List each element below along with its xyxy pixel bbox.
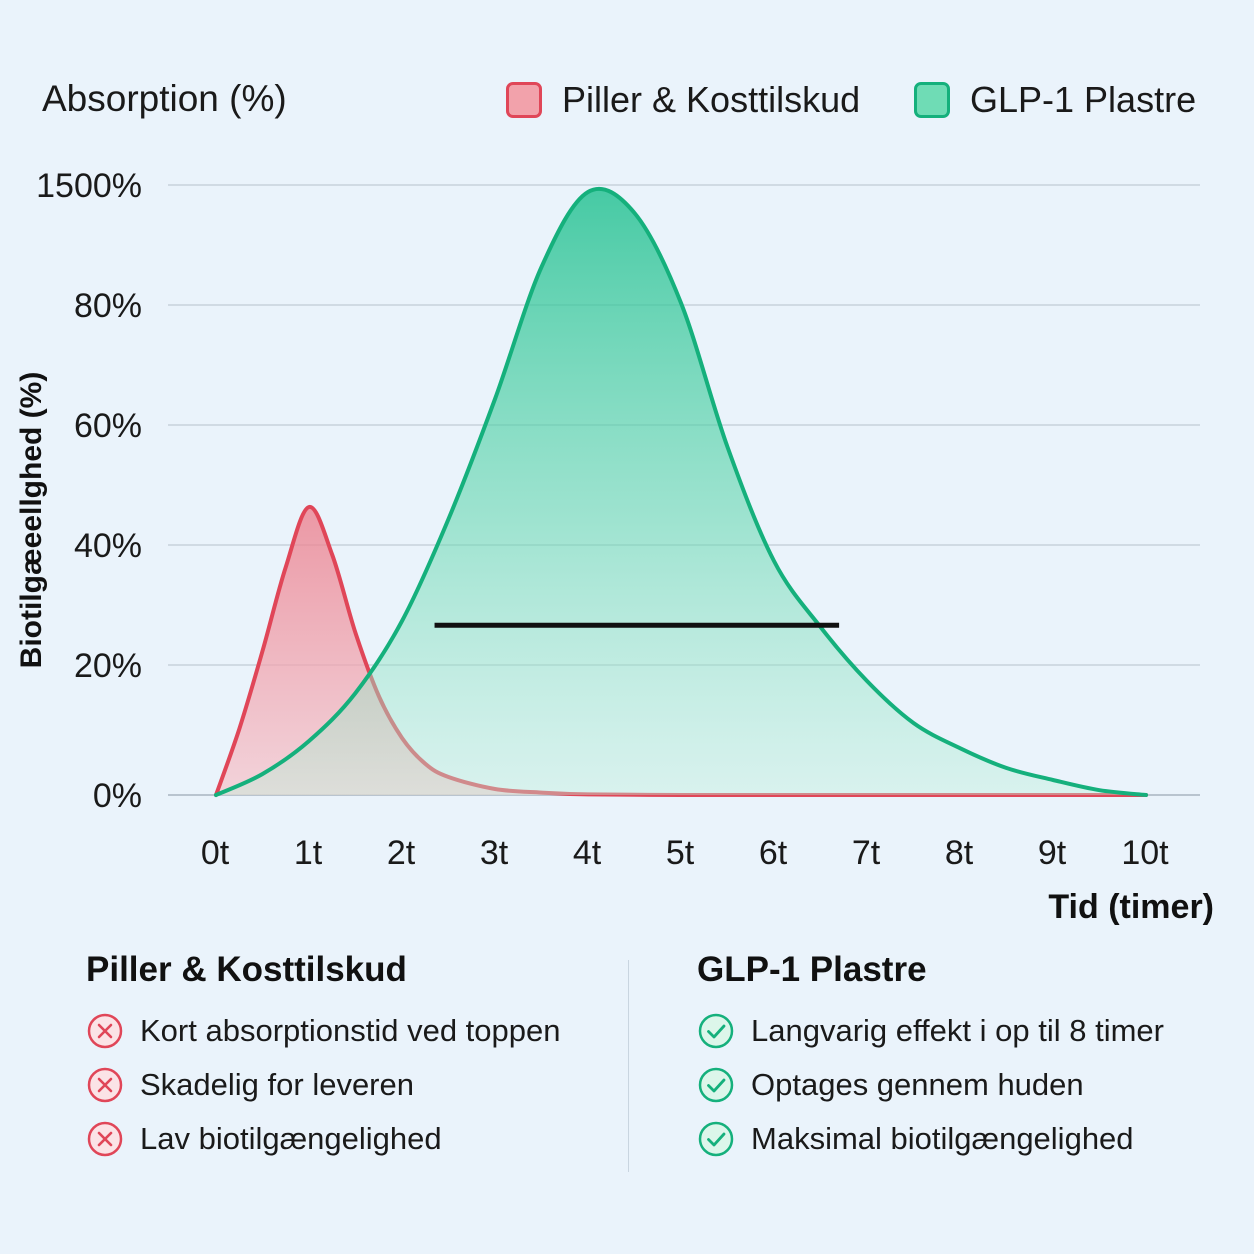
y-tick-label: 0% — [93, 777, 142, 815]
y-tick-label: 40% — [74, 527, 142, 565]
legend-item-glp: GLP-1 Plastre — [914, 78, 1196, 122]
glp-item: Maksimal biotilgængelighed — [697, 1112, 1164, 1166]
glp-panel-title: GLP-1 Plastre — [697, 950, 927, 989]
y-tick-label: 80% — [74, 287, 142, 325]
check-circle-icon — [698, 1013, 734, 1049]
x-tick-label: 9t — [1038, 834, 1067, 872]
absorption-title: Absorption (%) — [42, 78, 287, 119]
series-area-glp — [216, 188, 1146, 795]
chart-area: 0% 20% 40% 60% 80% 1500% 0t 1t 2t 3t 4t 5t 6t 7t 8t 9t… — [36, 167, 1200, 872]
series-line-glp — [214, 186, 1148, 797]
legend-swatch-pills — [506, 82, 542, 118]
glp-item: Langvarig effekt i op til 8 timer — [697, 1004, 1164, 1058]
panel-divider — [628, 960, 629, 1172]
x-circle-icon — [87, 1121, 123, 1157]
pills-panel: Piller & Kosttilskud Kort absorptionstid… — [86, 950, 561, 1166]
y-tick-label: 20% — [74, 647, 142, 685]
x-tick-label: 5t — [666, 834, 695, 872]
glp-item-text: Optages gennem huden — [751, 1067, 1084, 1102]
y-tick-label: 1500% — [36, 167, 142, 205]
y-tick-label: 60% — [74, 407, 142, 445]
pills-item: Kort absorptionstid ved toppen — [86, 1004, 561, 1058]
x-tick-label: 3t — [480, 834, 509, 872]
legend-swatch-glp — [914, 82, 950, 118]
pills-item: Skadelig for leveren — [86, 1058, 561, 1112]
pills-panel-title: Piller & Kosttilskud — [86, 950, 407, 989]
glp-panel: GLP-1 Plastre Langvarig effekt i op til … — [697, 950, 1164, 1166]
x-tick-label: 7t — [852, 834, 881, 872]
pills-item-text: Skadelig for leveren — [140, 1067, 414, 1102]
glp-item-text: Maksimal biotilgængelighed — [751, 1121, 1134, 1156]
glp-item-text: Langvarig effekt i op til 8 timer — [751, 1013, 1164, 1048]
legend-item-pills: Piller & Kosttilskud — [506, 78, 860, 122]
check-circle-icon — [698, 1067, 734, 1103]
x-tick-label: 1t — [294, 834, 323, 872]
pills-item: Lav biotilgængelighed — [86, 1112, 561, 1166]
x-tick-label: 6t — [759, 834, 788, 872]
pills-item-text: Lav biotilgængelighed — [140, 1121, 442, 1156]
x-tick-label: 2t — [387, 834, 416, 872]
x-axis-label: Tid (timer) — [1048, 888, 1214, 926]
check-circle-icon — [698, 1121, 734, 1157]
legend-label-glp: GLP-1 Plastre — [970, 79, 1197, 120]
x-circle-icon — [87, 1067, 123, 1103]
x-tick-label: 4t — [573, 834, 602, 872]
x-tick-label: 0t — [201, 834, 230, 872]
glp-item: Optages gennem huden — [697, 1058, 1164, 1112]
x-circle-icon — [87, 1013, 123, 1049]
pills-item-text: Kort absorptionstid ved toppen — [140, 1013, 561, 1048]
x-tick-label: 8t — [945, 834, 974, 872]
legend-label-pills: Piller & Kosttilskud — [562, 79, 861, 120]
x-tick-label: 10t — [1121, 834, 1169, 872]
